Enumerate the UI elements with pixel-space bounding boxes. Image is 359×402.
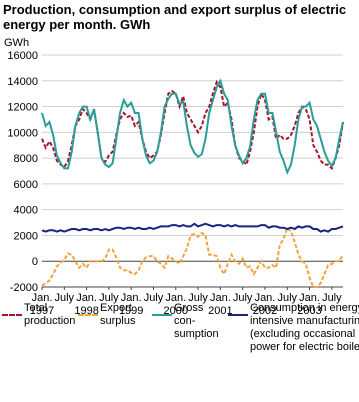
chart-title: Production, consumption and export surpl… bbox=[3, 2, 347, 32]
legend-swatch bbox=[2, 314, 22, 316]
y-tick-label: 2000 bbox=[14, 230, 38, 242]
x-tick-label: Jan. bbox=[165, 292, 186, 304]
series-line bbox=[41, 222, 344, 233]
legend-label: Total production bbox=[24, 302, 76, 327]
y-tick-label: 0 bbox=[32, 256, 38, 268]
y-tick-label: 10000 bbox=[7, 127, 38, 139]
x-tick-label: Jan. bbox=[210, 292, 231, 304]
x-tick-label: Jan. bbox=[255, 292, 276, 304]
y-tick-label: 4000 bbox=[14, 205, 38, 217]
x-tick-label: Jan. bbox=[121, 292, 142, 304]
x-tick-label: July bbox=[99, 292, 119, 304]
x-tick-label: Jan. bbox=[76, 292, 97, 304]
legend-swatch bbox=[152, 314, 172, 316]
y-tick-label: -2000 bbox=[10, 282, 38, 294]
x-tick-label: July bbox=[55, 292, 75, 304]
legend-swatch bbox=[78, 314, 98, 316]
x-year-label: 1999 bbox=[119, 305, 143, 317]
y-tick-label: 12000 bbox=[7, 102, 38, 114]
x-tick-label: July bbox=[322, 292, 342, 304]
x-tick-label: July bbox=[144, 292, 164, 304]
x-year-label: 2001 bbox=[208, 305, 232, 317]
series-line bbox=[41, 78, 344, 175]
x-tick-label: July bbox=[277, 292, 297, 304]
legend-label: Consumption in energy-intensive manufact… bbox=[250, 302, 359, 353]
x-tick-label: Jan. bbox=[32, 292, 53, 304]
legend-label: Export surplus bbox=[100, 302, 136, 327]
x-tick-label: July bbox=[188, 292, 208, 304]
x-tick-label: Jan. bbox=[299, 292, 320, 304]
y-tick-label: 6000 bbox=[14, 179, 38, 191]
series-line bbox=[41, 225, 344, 288]
x-year-label: 2002 bbox=[253, 305, 277, 317]
legend-label: Gross con-sumption bbox=[174, 302, 219, 340]
y-tick-label: 16000 bbox=[7, 50, 38, 62]
y-tick-label: 14000 bbox=[7, 76, 38, 88]
x-year-label: 2003 bbox=[297, 305, 321, 317]
y-unit: GWh bbox=[4, 37, 29, 49]
x-year-label: 1997 bbox=[30, 305, 54, 317]
legend-swatch bbox=[228, 314, 248, 316]
y-tick-label: 8000 bbox=[14, 153, 38, 165]
x-tick-label: July bbox=[233, 292, 253, 304]
